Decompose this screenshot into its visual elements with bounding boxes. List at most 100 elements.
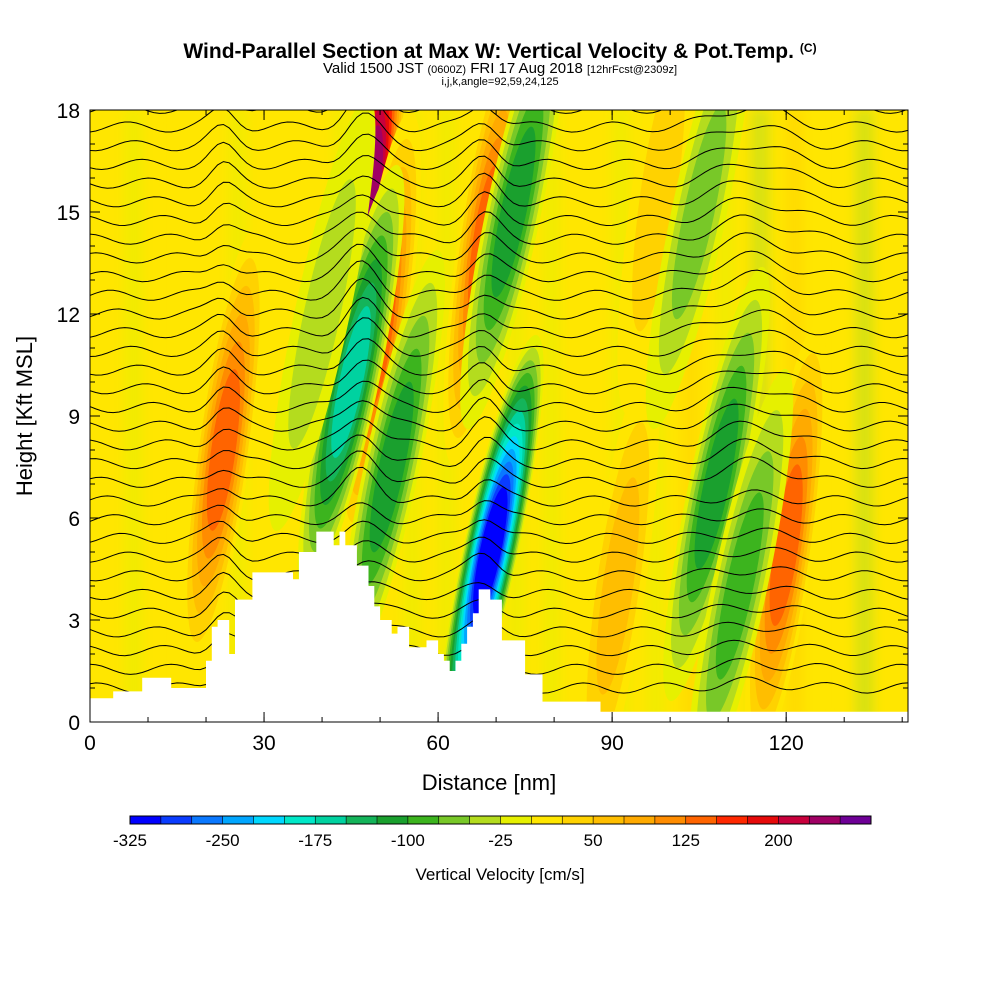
title-units-mark: (C) — [799, 41, 817, 55]
x-tick-label: 90 — [600, 732, 623, 755]
colorbar-swatch — [253, 816, 285, 824]
forecast-info: [12hrFcst@2309z] — [586, 64, 678, 76]
valid-date: FRI 17 Aug 2018 — [470, 60, 583, 77]
valid-utc: (0600Z) — [427, 64, 467, 76]
colorbar-swatch — [222, 816, 254, 824]
colorbar-tick-label: -100 — [391, 831, 425, 850]
colorbar-swatch — [407, 816, 440, 824]
downdraft-core — [715, 492, 764, 680]
downdraft-core — [331, 306, 371, 458]
isentrope-line — [90, 243, 908, 283]
y-tick-label: 6 — [68, 508, 80, 531]
axes: 0 30 60 90 120 0 3 6 9 12 15 18 Distance [nm] Height … — [12, 100, 909, 795]
isentrope-line — [90, 112, 908, 152]
colorbar-swatch — [500, 816, 532, 824]
isentrope-line — [90, 227, 908, 264]
isentrope-line — [90, 191, 908, 227]
colorbar-tick-label: 125 — [672, 831, 700, 850]
isentrope-line — [90, 296, 908, 339]
isentrope-line — [90, 416, 908, 451]
colorbar-tick-label: 200 — [764, 831, 792, 850]
isentrope-line — [90, 260, 908, 301]
downdraft-core — [473, 486, 508, 618]
colorbar-tick-label: -325 — [113, 831, 147, 850]
isentrope-line — [90, 277, 908, 320]
isentrope-line — [90, 359, 908, 395]
isentrope-line — [90, 519, 908, 545]
downdraft-core — [694, 398, 739, 570]
title-text: Wind-Parallel Section at Max W: Vertical… — [183, 40, 794, 63]
isentrope-line — [90, 571, 908, 601]
isentrope-line — [90, 110, 908, 133]
isentrope-line — [90, 466, 908, 507]
colorbar-tick-label: -175 — [298, 831, 332, 850]
y-tick-label: 12 — [57, 304, 80, 327]
updraft-core — [596, 477, 640, 695]
isentrope-line — [90, 172, 908, 208]
colorbar-swatch — [778, 816, 810, 824]
isentrope-line — [90, 338, 908, 376]
chart-subtitle: Valid 1500 JST (0600Z) FRI 17 Aug 2018 [… — [0, 60, 1000, 79]
y-tick-label: 15 — [57, 202, 80, 225]
isentrope-line — [90, 110, 908, 114]
colorbar-swatch — [747, 816, 779, 824]
isentrope-line — [90, 552, 908, 582]
y-axis-label: Height [Kft MSL] — [12, 336, 37, 496]
isentrope-line — [90, 500, 908, 526]
isentrope-line — [90, 536, 908, 563]
y-tick-label: 18 — [57, 100, 80, 123]
colorbar-swatch — [654, 816, 687, 824]
field-band — [264, 110, 282, 722]
x-axis-label: Distance [nm] — [422, 770, 557, 795]
downdraft-core — [288, 179, 356, 449]
y-tick-label: 9 — [68, 406, 80, 429]
colorbar-swatch — [716, 816, 748, 824]
isentrope-line — [90, 396, 908, 432]
field-band — [577, 110, 595, 722]
field-band — [124, 110, 143, 722]
field-band — [820, 110, 839, 722]
valid-time: Valid 1500 JST — [322, 60, 424, 77]
isentrope-line — [90, 211, 908, 245]
colorbar-label: Vertical Velocity [cm/s] — [415, 865, 584, 884]
chart-title: Wind-Parallel Section at Max W: Vertical… — [0, 36, 1000, 64]
colorbar-swatch — [562, 816, 594, 824]
colorbar-swatch — [315, 816, 347, 824]
x-tick-label: 120 — [769, 732, 804, 755]
x-tick-label: 60 — [426, 732, 449, 755]
colorbar-swatch — [346, 816, 378, 824]
y-tick-label: 3 — [68, 610, 80, 633]
updraft-core — [769, 464, 803, 627]
colorbar-swatch — [469, 816, 501, 824]
isentrope-line — [90, 434, 908, 470]
colorbar-swatch — [624, 816, 656, 824]
isentrope-line — [90, 378, 908, 414]
colorbar-swatch — [438, 816, 471, 824]
colorbar-swatch — [130, 816, 162, 824]
downdraft-core — [491, 126, 536, 298]
isentrope-line — [90, 450, 908, 488]
x-tick-label: 0 — [84, 732, 96, 755]
terrain-mask — [90, 531, 908, 722]
index-info: i,j,k,angle=92,59,24,125 — [441, 76, 559, 88]
colorbar-tick-label: -250 — [206, 831, 240, 850]
colorbar-swatch — [809, 816, 841, 824]
colorbar-swatch — [191, 816, 224, 824]
colorbar-swatch — [531, 816, 563, 824]
y-tick-label: 0 — [68, 712, 80, 735]
colorbar-swatch — [593, 816, 625, 824]
x-tick-label: 30 — [252, 732, 275, 755]
colorbar-swatch — [284, 816, 316, 824]
colorbar-swatch — [685, 816, 718, 824]
colorbar-tick-label: 50 — [584, 831, 603, 850]
colorbar-tick-label: -25 — [488, 831, 513, 850]
plot-area — [90, 110, 908, 722]
velocity-field — [90, 110, 908, 722]
colorbar-swatch — [160, 816, 193, 824]
colorbar: -325 -250 -175 -100 -25 50 125 200 Vertical Velo… — [113, 815, 872, 884]
downdraft-core — [369, 381, 414, 553]
colorbar-swatch — [377, 816, 409, 824]
isentrope-line — [90, 133, 908, 171]
isentrope-line — [90, 317, 908, 358]
